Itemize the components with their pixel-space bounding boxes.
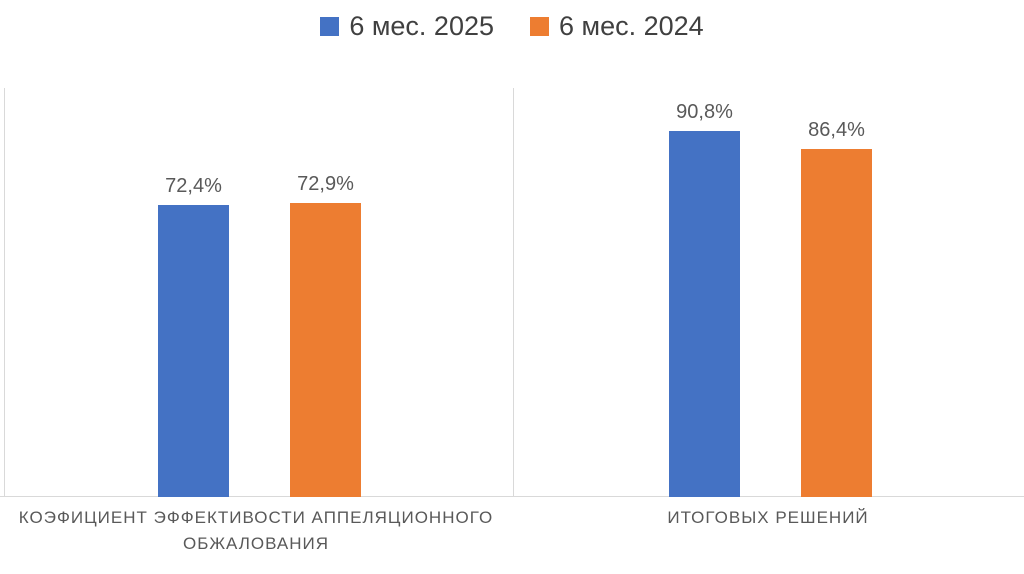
- legend-label-2025: 6 мес. 2025: [349, 11, 494, 41]
- category-label-2: ИТОГОВЫХ РЕШЕНИЙ: [667, 508, 869, 527]
- category-label-1: КОЭФИЦИЕНТ ЭФФЕКТИВОСТИ АППЕЛЯЦИОННОГО О…: [18, 508, 494, 553]
- category-axis: КОЭФИЦИЕНТ ЭФФЕКТИВОСТИ АППЕЛЯЦИОННОГО О…: [0, 505, 1024, 557]
- legend-label-2024: 6 мес. 2024: [559, 11, 704, 41]
- x-axis-line: [0, 496, 1024, 497]
- legend-item-2025[interactable]: 6 мес. 2025: [320, 11, 494, 42]
- legend-item-2024[interactable]: 6 мес. 2024: [530, 11, 704, 42]
- bar-62024-category-1[interactable]: [290, 203, 361, 497]
- legend-swatch-2025-icon: [320, 17, 340, 36]
- chart-legend: 6 мес. 2025 6 мес. 2024: [0, 11, 1024, 42]
- bar-value-label: 86,4%: [808, 119, 865, 141]
- bar-62025-category-2[interactable]: [669, 131, 740, 497]
- bar-62024-category-2[interactable]: [801, 149, 872, 497]
- bar-value-label: 90,8%: [676, 101, 733, 123]
- bar-value-label: 72,9%: [297, 173, 354, 195]
- gridline-left: [4, 88, 5, 497]
- bar-value-label: 72,4%: [165, 175, 222, 197]
- bar-62025-category-1[interactable]: [158, 205, 229, 497]
- legend-swatch-2024-icon: [530, 17, 549, 36]
- plot-area: 72,4% 72,9% 90,8% 86,4%: [0, 88, 1024, 497]
- gridline-category-separator: [513, 88, 514, 497]
